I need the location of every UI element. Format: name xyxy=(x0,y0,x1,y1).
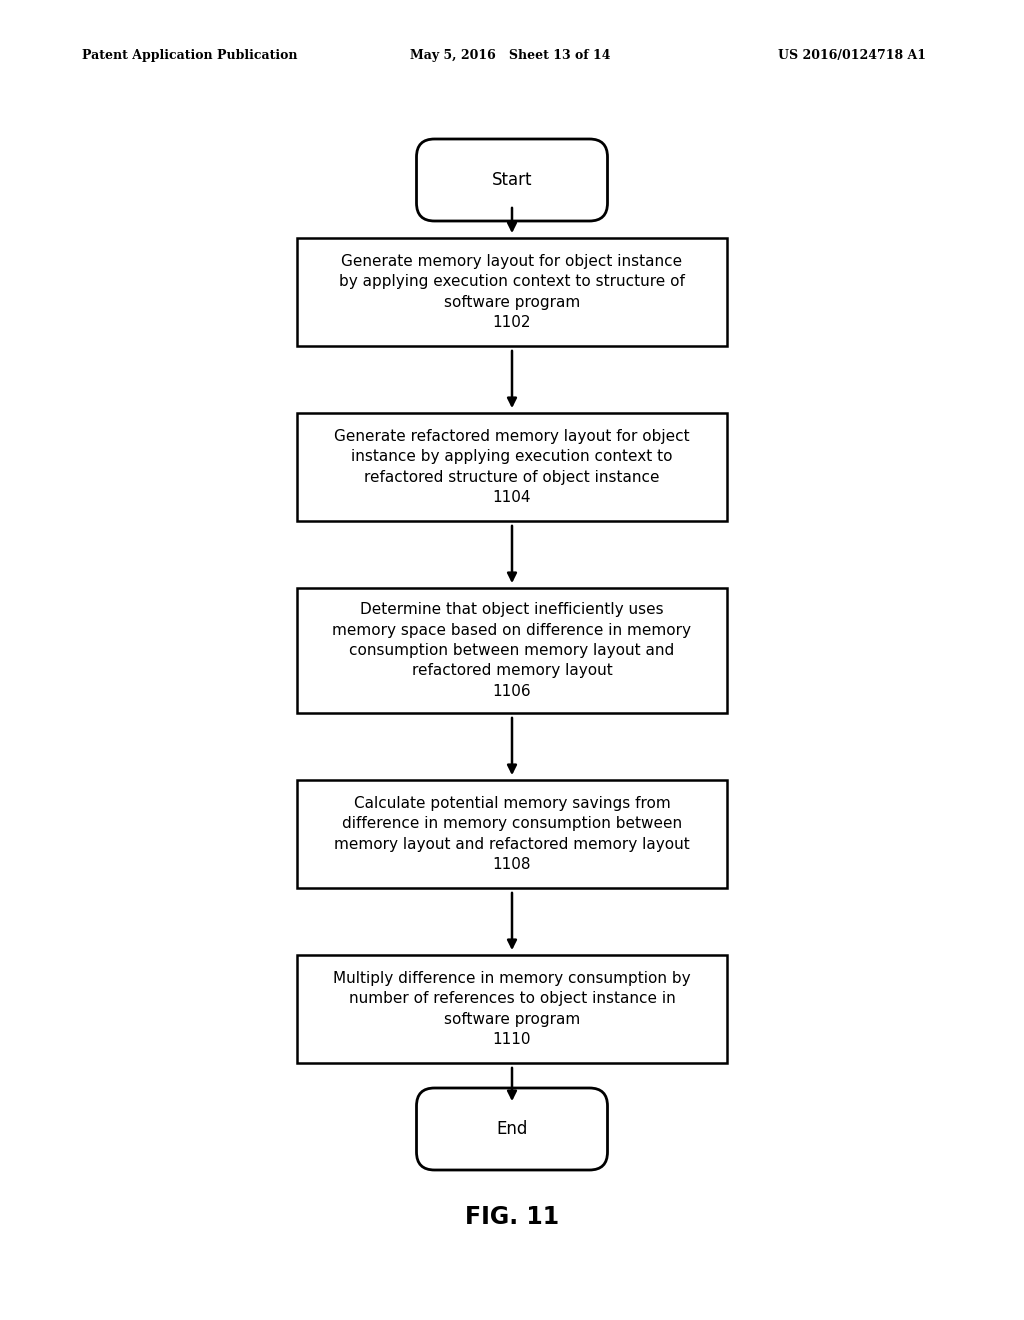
Text: Patent Application Publication: Patent Application Publication xyxy=(82,49,297,62)
Text: Generate refactored memory layout for object
instance by applying execution cont: Generate refactored memory layout for ob… xyxy=(334,429,690,506)
Text: Determine that object inefficiently uses
memory space based on difference in mem: Determine that object inefficiently uses… xyxy=(333,602,691,698)
Text: US 2016/0124718 A1: US 2016/0124718 A1 xyxy=(778,49,927,62)
Text: Start: Start xyxy=(492,172,532,189)
Text: Multiply difference in memory consumption by
number of references to object inst: Multiply difference in memory consumptio… xyxy=(333,972,691,1047)
Bar xyxy=(297,413,727,521)
Text: Calculate potential memory savings from
difference in memory consumption between: Calculate potential memory savings from … xyxy=(334,796,690,873)
FancyBboxPatch shape xyxy=(417,1088,607,1170)
Text: End: End xyxy=(497,1119,527,1138)
Bar xyxy=(297,780,727,888)
Text: May 5, 2016   Sheet 13 of 14: May 5, 2016 Sheet 13 of 14 xyxy=(410,49,610,62)
FancyBboxPatch shape xyxy=(417,139,607,220)
Bar xyxy=(297,587,727,713)
Text: FIG. 11: FIG. 11 xyxy=(465,1205,559,1229)
Bar xyxy=(297,954,727,1063)
Text: Generate memory layout for object instance
by applying execution context to stru: Generate memory layout for object instan… xyxy=(339,253,685,330)
Bar xyxy=(297,238,727,346)
